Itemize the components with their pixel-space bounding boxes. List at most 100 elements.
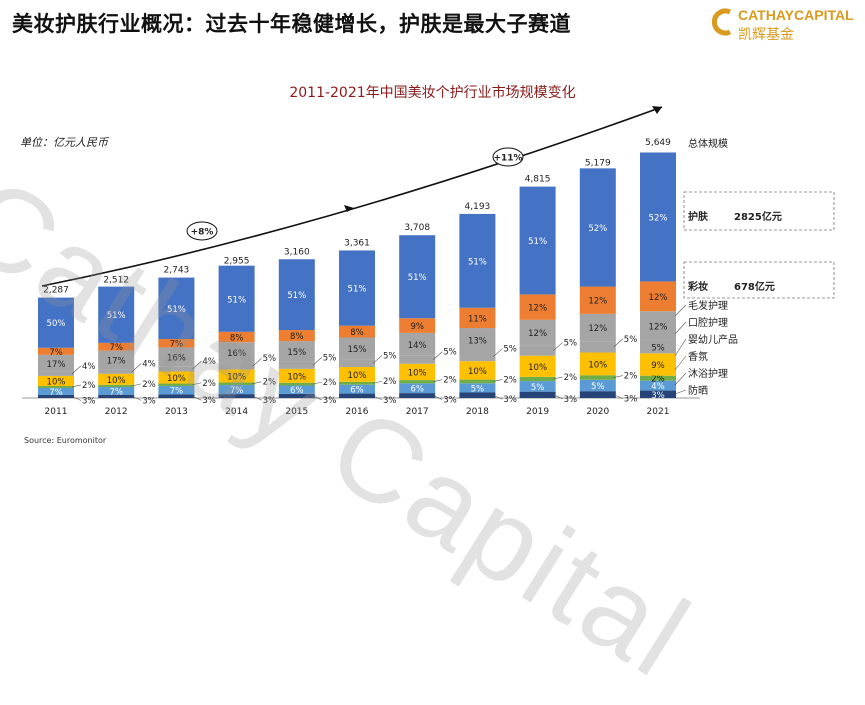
total-label: 4,815: [525, 175, 551, 185]
data-label-fragrance: 2%: [383, 377, 397, 387]
data-label-sun: 3%: [503, 395, 517, 405]
data-label-hair: 15%: [348, 345, 367, 355]
bar-segment-makeup: [339, 325, 375, 338]
bar-segment-bath: [339, 384, 375, 394]
total-label: 5,179: [585, 159, 611, 169]
legend-leader: [674, 338, 687, 357]
bar-segment-fragrance: [218, 382, 255, 386]
label-leader: [312, 381, 322, 385]
x-tick-label: 2014: [225, 407, 248, 417]
bar-segment-makeup: [519, 294, 556, 320]
bar-segment-baby: [339, 367, 375, 382]
bar-segment-oral: [640, 340, 676, 354]
x-tick-label: 2021: [647, 407, 670, 417]
legend-label: 香氛: [688, 350, 708, 363]
legend-label: 婴幼儿产品: [688, 333, 738, 346]
data-label-oral: 5%: [323, 353, 337, 363]
chart-title: 2011-2021年中国美妆个护行业市场规模变化: [289, 85, 576, 101]
data-label-hair: 17%: [47, 360, 66, 370]
total-label: 2,287: [43, 286, 69, 296]
data-label-oral: 5%: [564, 338, 578, 348]
bar-segment-bath: [278, 385, 315, 394]
callout-box-skincare: [683, 191, 835, 231]
bar-segment-skincare: [158, 277, 195, 339]
label-leader: [493, 379, 503, 382]
data-label-hair: 12%: [649, 323, 668, 333]
bar-segment-makeup: [278, 330, 315, 342]
total-label: 4,193: [465, 202, 491, 212]
bar-segment-bath: [459, 383, 496, 393]
label-leader: [71, 396, 82, 401]
bar-segment-fragrance: [158, 383, 195, 386]
bar-segment-fragrance: [339, 381, 375, 385]
bar-segment-skincare: [38, 297, 74, 348]
bar-segment-sun: [278, 393, 315, 398]
total-label: 2,512: [103, 276, 129, 286]
label-leader: [71, 365, 82, 375]
data-label-baby: 10%: [348, 371, 367, 381]
data-label-skincare: 51%: [528, 237, 547, 247]
legend-leader: [674, 372, 687, 386]
label-leader: [493, 394, 503, 400]
data-label-bath: 7%: [170, 387, 184, 397]
bar-segment-fragrance: [399, 380, 436, 384]
bar-segment-oral: [399, 355, 436, 364]
bar-segment-skincare: [218, 265, 255, 332]
data-label-makeup: 12%: [649, 293, 668, 303]
bar-segment-baby: [98, 373, 135, 385]
data-label-baby: 9%: [651, 361, 665, 371]
data-label-fragrance: 2%: [202, 379, 216, 389]
data-label-hair: 13%: [468, 337, 487, 347]
bar-segment-hair: [640, 311, 676, 341]
cagr-oval: [492, 147, 524, 167]
bar-segment-baby: [640, 353, 676, 376]
label-leader: [613, 375, 623, 378]
stacked-bar-chart: +8% +11% 3% 7% 2% 10% 4% 17% 7% 50% 2,287 2011 3% 7% 2…: [22, 106, 835, 417]
legend-leader: [674, 304, 687, 317]
bar-segment-oral: [339, 359, 375, 368]
data-label-sun: 3%: [383, 396, 397, 406]
bar-segment-skincare: [579, 168, 616, 287]
label-leader: [252, 357, 262, 367]
bar-segment-makeup: [640, 281, 676, 312]
trend-arrowhead: [652, 106, 662, 114]
data-label-sun: 3%: [624, 395, 638, 405]
data-label-skincare: 50%: [47, 319, 66, 329]
data-label-skincare: 51%: [167, 305, 186, 315]
x-tick-label: 2012: [105, 407, 128, 417]
label-leader: [553, 394, 563, 400]
bar-segment-oral: [579, 341, 616, 353]
data-label-baby: 10%: [107, 376, 126, 386]
bar-segment-hair: [519, 319, 556, 346]
data-label-sun: 3%: [202, 396, 216, 406]
callout-value-skincare: 2825亿元: [734, 210, 782, 223]
legend-leader: [674, 389, 687, 395]
data-label-skincare: 52%: [588, 224, 607, 234]
data-label-makeup: 8%: [350, 328, 364, 338]
data-label-sun: 3%: [323, 396, 337, 406]
bar-segment-makeup: [579, 286, 616, 314]
data-label-hair: 12%: [588, 324, 607, 334]
data-label-oral: 5%: [263, 354, 277, 364]
logo-mark-icon: [711, 8, 732, 36]
data-label-oral: 5%: [383, 351, 397, 361]
data-label-fragrance: 2%: [82, 381, 96, 391]
label-leader: [252, 381, 262, 385]
total-label: 2,743: [164, 266, 190, 276]
x-tick-label: 2020: [586, 407, 609, 417]
bar-segment-sun: [339, 393, 375, 398]
callout-value-makeup: 678亿元: [734, 280, 775, 293]
bar-segment-hair: [399, 332, 436, 356]
data-label-fragrance: 2%: [263, 378, 277, 388]
data-label-bath: 6%: [350, 386, 364, 396]
cagr-oval: [186, 221, 218, 241]
bar-segment-hair: [98, 350, 135, 370]
bar-segment-fragrance: [98, 384, 135, 387]
data-label-sun: 3%: [564, 395, 578, 405]
bar-segment-bath: [98, 386, 135, 395]
label-leader: [192, 360, 202, 370]
bar-segment-skincare: [278, 259, 315, 331]
bar-segment-bath: [640, 380, 676, 391]
data-label-baby: 10%: [528, 363, 547, 373]
bar-segment-fragrance: [278, 382, 315, 386]
